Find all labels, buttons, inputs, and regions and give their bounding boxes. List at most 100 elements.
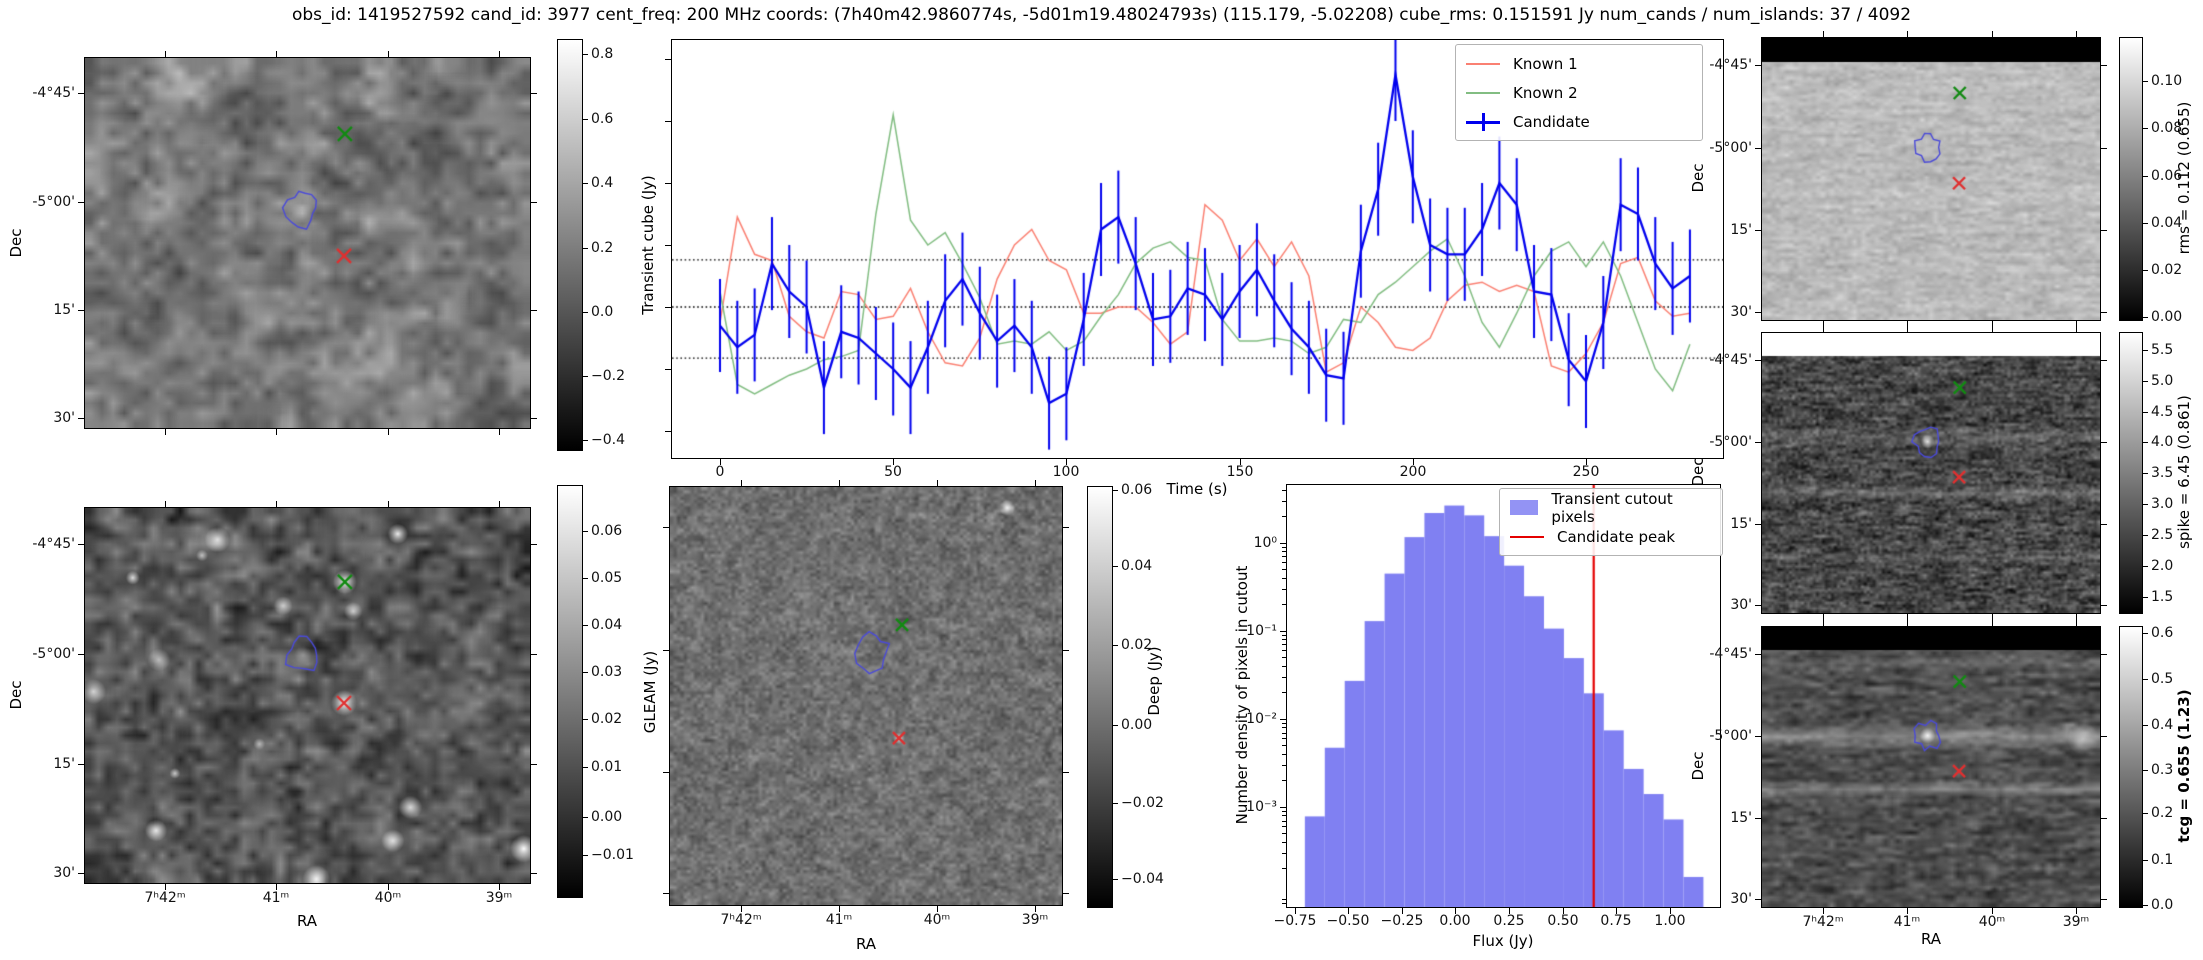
axis-tick bbox=[1282, 780, 1286, 781]
spike-colorbar-tick-label: 2.5 bbox=[2151, 527, 2174, 543]
axis-tick bbox=[1823, 614, 1824, 620]
axis-tick bbox=[1907, 908, 1908, 914]
axis-tick bbox=[2101, 148, 2107, 149]
axis-tick bbox=[2101, 899, 2107, 900]
rms-colorbar-tick-label: 0.00 bbox=[2151, 309, 2183, 325]
axis-tick bbox=[1282, 644, 1286, 645]
axis-tick bbox=[1455, 908, 1456, 914]
axis-tick bbox=[665, 245, 671, 246]
axis-tick bbox=[1282, 516, 1286, 517]
tcg-colorbar-tick-label: 0.4 bbox=[2151, 717, 2174, 733]
tcg-colorbar-label: tcg = 0.655 (1.23) bbox=[2175, 689, 2193, 843]
axis-tick bbox=[2143, 633, 2148, 634]
spike-colorbar-tick-label: 4.5 bbox=[2151, 404, 2174, 420]
dec-tick-label: -4°45' bbox=[32, 85, 75, 101]
density-tick-label: 10⁻³ bbox=[1246, 799, 1277, 815]
rms-colorbar bbox=[2119, 37, 2143, 321]
density-tick-label: 10⁰ bbox=[1253, 535, 1277, 551]
lightcurve-legend: Known 1 Known 2 Candidate bbox=[1455, 44, 1703, 141]
time-tick-label: 100 bbox=[1052, 464, 1080, 480]
axis-tick bbox=[2143, 860, 2148, 861]
axis-tick bbox=[937, 906, 938, 912]
axis-tick bbox=[2101, 736, 2107, 737]
dec-tick-label: 30' bbox=[1730, 304, 1752, 320]
axis-tick bbox=[1992, 31, 1993, 37]
axis-tick bbox=[531, 418, 537, 419]
axis-tick bbox=[1992, 908, 1993, 914]
rms-image bbox=[1761, 37, 2101, 321]
axis-tick bbox=[2101, 818, 2107, 819]
deep-ra-axis-label: RA bbox=[855, 935, 877, 953]
axis-tick bbox=[1113, 879, 1118, 880]
gleam-colorbar-tick-label: 0.06 bbox=[591, 523, 623, 539]
axis-tick bbox=[1992, 321, 1993, 327]
gleam-colorbar-tick-label: −0.01 bbox=[591, 847, 634, 863]
axis-tick bbox=[1113, 803, 1118, 804]
axis-tick bbox=[1907, 31, 1908, 37]
flux-tick-label: 0.25 bbox=[1493, 913, 1525, 929]
axis-tick bbox=[388, 429, 389, 435]
axis-tick bbox=[583, 855, 588, 856]
axis-tick bbox=[583, 578, 588, 579]
axis-tick bbox=[531, 654, 537, 655]
axis-tick bbox=[663, 893, 669, 894]
axis-tick bbox=[583, 312, 588, 313]
axis-tick bbox=[583, 54, 588, 55]
axis-tick bbox=[78, 418, 84, 419]
tcg-colorbar-tick-label: 0.6 bbox=[2151, 625, 2174, 641]
axis-tick bbox=[2143, 317, 2148, 318]
axis-tick bbox=[1907, 326, 1908, 332]
dec-tick-label: 15' bbox=[1730, 222, 1752, 238]
transient-colorbar-label: Transient cube (Jy) bbox=[639, 175, 657, 315]
axis-tick bbox=[1282, 562, 1286, 563]
axis-tick bbox=[583, 440, 588, 441]
ra-tick-label: 7ʰ42ᵐ bbox=[720, 912, 762, 928]
figure-title: obs_id: 1419527592 cand_id: 3977 cent_fr… bbox=[291, 5, 1912, 25]
axis-tick bbox=[531, 764, 537, 765]
axis-tick bbox=[583, 672, 588, 673]
axis-tick bbox=[583, 248, 588, 249]
axis-tick bbox=[583, 183, 588, 184]
axis-tick bbox=[1282, 826, 1286, 827]
axis-tick bbox=[1280, 543, 1286, 544]
axis-tick bbox=[1282, 842, 1286, 843]
dec-tick-label: -4°45' bbox=[32, 536, 75, 552]
axis-tick bbox=[1282, 589, 1286, 590]
axis-tick bbox=[1282, 738, 1286, 739]
axis-tick bbox=[2101, 65, 2107, 66]
axis-tick bbox=[165, 51, 166, 57]
dec-tick-label: -5°00' bbox=[1709, 140, 1752, 156]
axis-tick bbox=[165, 884, 166, 890]
tcg-colorbar-tick-label: 0.3 bbox=[2151, 762, 2174, 778]
axis-tick bbox=[2101, 605, 2107, 606]
axis-tick bbox=[1282, 754, 1286, 755]
deep-colorbar-tick-label: 0.04 bbox=[1121, 558, 1153, 574]
ra-tick-label: 41ᵐ bbox=[1893, 914, 1921, 930]
axis-tick bbox=[665, 431, 671, 432]
axis-tick bbox=[2143, 535, 2148, 536]
transient_cutout-colorbar-tick-label: 0.0 bbox=[591, 304, 614, 320]
axis-tick bbox=[1823, 908, 1824, 914]
axis-tick bbox=[1348, 908, 1349, 914]
time-axis-label: Time (s) bbox=[1166, 480, 1228, 498]
gleam-colorbar-label: GLEAM (Jy) bbox=[641, 650, 659, 734]
axis-tick bbox=[1755, 230, 1761, 231]
axis-tick bbox=[78, 764, 84, 765]
axis-tick bbox=[1509, 908, 1510, 914]
transient_cutout-colorbar-tick-label: 0.4 bbox=[591, 175, 614, 191]
axis-tick bbox=[1402, 908, 1403, 914]
tcg-ra-axis-label: RA bbox=[1920, 930, 1942, 948]
axis-tick bbox=[2076, 321, 2077, 327]
axis-tick bbox=[741, 906, 742, 912]
spike-colorbar-tick-label: 4.0 bbox=[2151, 434, 2174, 450]
axis-tick bbox=[665, 183, 671, 184]
axis-tick bbox=[276, 884, 277, 890]
legend-entry-known1: Known 1 bbox=[1466, 49, 1692, 78]
axis-tick bbox=[1282, 547, 1286, 548]
dec-tick-label: 30' bbox=[1730, 891, 1752, 907]
histogram-legend: Transient cutout pixels Candidate peak bbox=[1499, 488, 1723, 556]
axis-tick bbox=[1282, 733, 1286, 734]
axis-tick bbox=[2143, 905, 2148, 906]
axis-tick bbox=[1282, 868, 1286, 869]
axis-tick bbox=[531, 202, 537, 203]
